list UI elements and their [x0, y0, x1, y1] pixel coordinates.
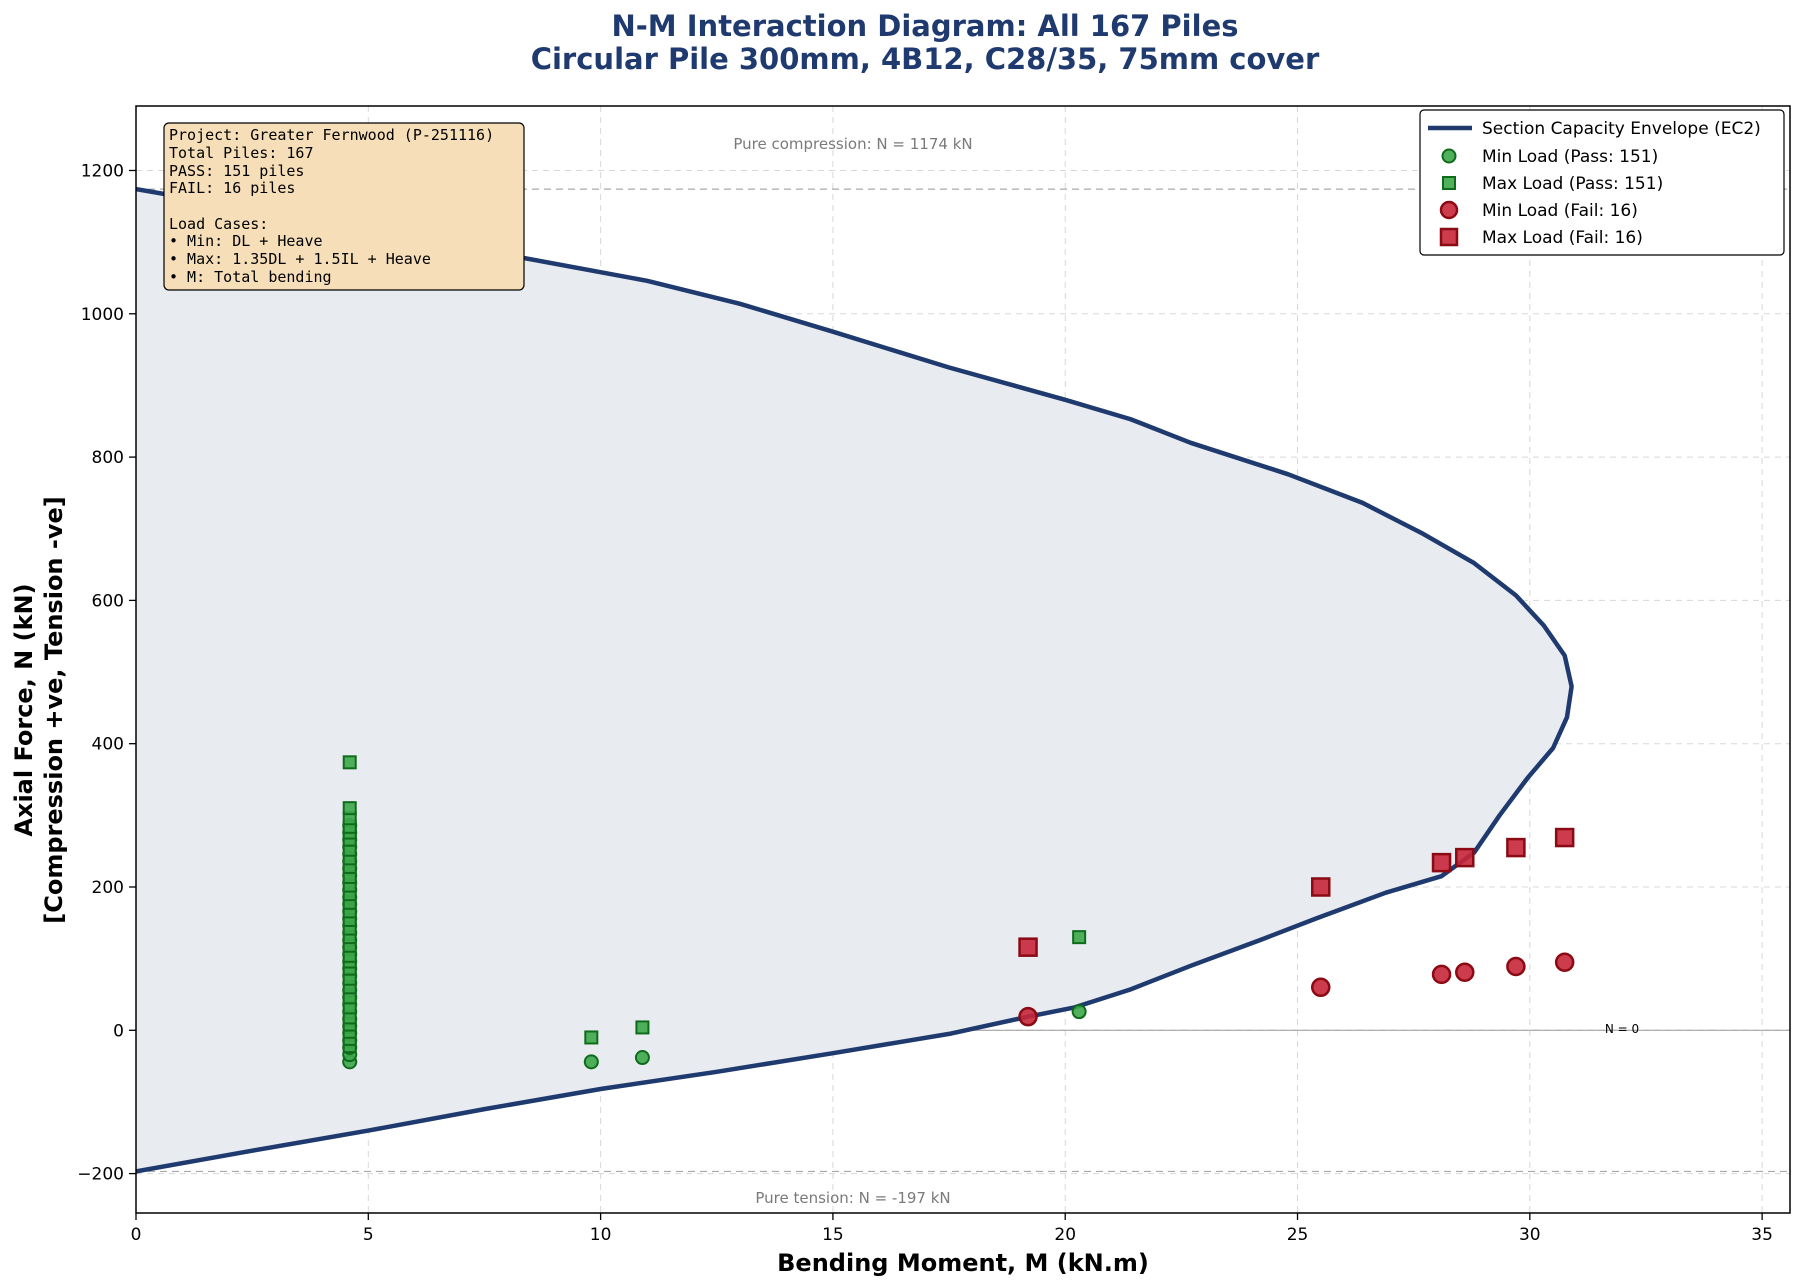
point-min-fail-3 — [1455, 962, 1475, 983]
info-line-moment: • M: Total bending — [169, 268, 332, 286]
point-min-fail-4 — [1506, 956, 1526, 977]
info-line-fail: FAIL: 16 piles — [169, 179, 295, 197]
y-tick-label-5: 800 — [92, 448, 124, 468]
info-line-load-cases: Load Cases: — [169, 215, 268, 233]
y-tick-label-4: 600 — [92, 591, 124, 611]
point-max-pass-31 — [635, 1020, 650, 1035]
envelope-line — [136, 186, 1574, 1174]
y-tick-label-2: 200 — [92, 878, 124, 898]
legend-min-fail-label: Min Load (Fail: 16) — [1482, 201, 1638, 221]
point-min-pass-34 — [583, 1054, 599, 1070]
info-line-total: Total Piles: 167 — [169, 144, 314, 162]
y-tick-label-7: 1200 — [81, 161, 124, 181]
point-max-fail-1 — [1310, 877, 1331, 897]
x-tick-label-3: 15 — [822, 1225, 844, 1245]
x-tick-label-6: 30 — [1519, 1225, 1541, 1245]
chart-title: N-M Interaction Diagram: All 167 Piles — [612, 9, 1239, 43]
axis-ticks: 0 5 10 15 20 25 30 35 −200 0 200 400 600 800 1000 1200 — [77, 161, 1773, 1245]
chart-subtitle: Circular Pile 300mm, 4B12, C28/35, 75mm … — [531, 42, 1320, 76]
point-max-pass-29 — [342, 755, 357, 770]
pure-compression-annotation: Pure compression: N = 1174 kN — [733, 135, 972, 153]
x-axis-label: Bending Moment, M (kN.m) — [777, 1249, 1149, 1277]
point-max-pass-32 — [1072, 930, 1087, 945]
legend-frame — [1419, 109, 1785, 256]
points-layer — [342, 755, 1575, 1070]
info-box: Project: Greater Fernwood (P-251116) Tot… — [163, 122, 525, 291]
legend-min-pass-swatch — [1441, 148, 1457, 164]
legend-min-fail-swatch — [1439, 200, 1459, 220]
legend-max-pass-swatch — [1442, 176, 1456, 190]
legend-max-fail-swatch — [1439, 227, 1459, 247]
point-min-fail-2 — [1431, 964, 1452, 985]
point-max-pass-30 — [584, 1030, 599, 1045]
series-max-pass — [342, 755, 1087, 1054]
point-max-fail-0 — [1018, 937, 1038, 957]
info-line-project: Project: Greater Fernwood (P-251116) — [169, 126, 494, 144]
info-box-background — [163, 122, 525, 291]
series-min-fail — [1018, 952, 1575, 1027]
info-line-min: • Min: DL + Heave — [169, 232, 323, 250]
legend-envelope-label: Section Capacity Envelope (EC2) — [1482, 119, 1761, 139]
point-min-fail-5 — [1554, 952, 1575, 972]
y-axis-label-2: [Compression +ve, Tension -ve] — [40, 496, 68, 923]
pure-tension-annotation: Pure tension: N = -197 kN — [755, 1189, 950, 1207]
point-max-fail-3 — [1455, 847, 1475, 868]
legend-max-pass-label: Max Load (Pass: 151) — [1482, 174, 1663, 194]
x-tick-label-4: 20 — [1054, 1225, 1076, 1245]
point-max-fail-2 — [1431, 852, 1452, 873]
legend: Section Capacity Envelope (EC2) Min Load… — [1419, 109, 1785, 256]
point-max-fail-5 — [1554, 827, 1575, 848]
point-min-fail-1 — [1310, 977, 1331, 998]
y-axis-label: Axial Force, N (kN) — [10, 583, 38, 836]
envelope-fill — [136, 189, 1572, 1172]
x-tick-label-2: 10 — [590, 1225, 612, 1245]
legend-min-pass-label: Min Load (Pass: 151) — [1482, 147, 1658, 167]
info-line-max: • Max: 1.35DL + 1.5IL + Heave — [169, 250, 431, 268]
y-tick-label-0: −200 — [77, 1165, 124, 1185]
point-min-fail-0 — [1018, 1006, 1038, 1027]
legend-max-fail-label: Max Load (Fail: 16) — [1482, 228, 1643, 248]
x-tick-label-1: 5 — [363, 1225, 374, 1245]
plot-frame — [135, 105, 1791, 1214]
point-min-pass-36 — [1071, 1004, 1087, 1020]
envelope-layer — [136, 186, 1574, 1174]
point-max-pass-28 — [342, 801, 357, 816]
series-max-fail — [1018, 827, 1575, 957]
x-tick-label-7: 35 — [1751, 1225, 1773, 1245]
info-line-pass: PASS: 151 piles — [169, 162, 304, 180]
x-tick-label-0: 0 — [131, 1225, 142, 1245]
y-tick-label-3: 400 — [92, 735, 124, 755]
y-tick-label-1: 0 — [113, 1021, 124, 1041]
zero-line-annotation: N = 0 — [1605, 1022, 1639, 1036]
x-tick-label-5: 25 — [1287, 1225, 1309, 1245]
point-max-fail-4 — [1506, 837, 1526, 858]
point-min-pass-35 — [634, 1050, 650, 1066]
y-tick-label-6: 1000 — [81, 305, 124, 325]
